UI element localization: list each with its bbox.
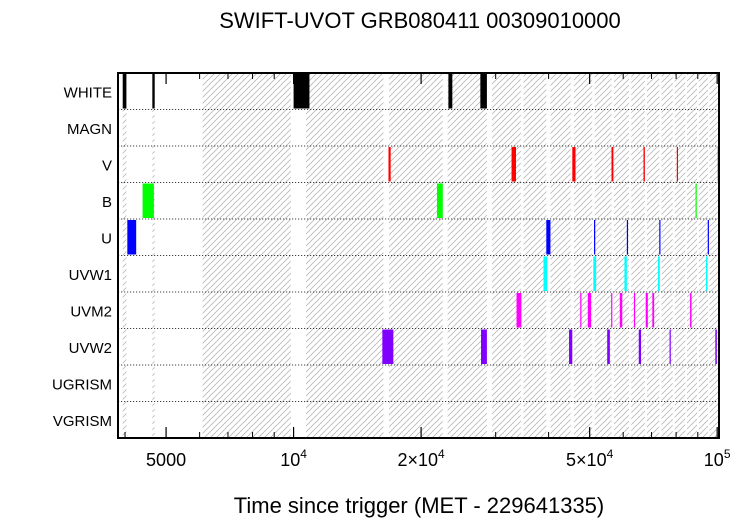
exposure-u-5	[707, 220, 709, 255]
row-label-uvm2: UVM2	[70, 303, 112, 320]
exposure-u-4	[659, 220, 661, 255]
exposure-u-2	[594, 220, 596, 255]
row-label-b: B	[102, 194, 112, 211]
x-tick-label-4: 105	[704, 447, 731, 470]
exposure-v-1	[511, 147, 516, 182]
row-label-u: U	[101, 230, 112, 247]
exposure-uvm2-4	[619, 293, 623, 328]
row-label-white: WHITE	[64, 84, 112, 101]
x-tick-label-0: 5000	[146, 450, 186, 470]
exposure-white-1	[152, 74, 155, 109]
exposure-uvw2-4	[638, 329, 642, 364]
x-tick-label-3: 5×104	[566, 447, 614, 470]
x-tick-label-2: 2×104	[397, 447, 445, 470]
visibility-window-1	[152, 73, 155, 438]
exposure-uvm2-7	[652, 293, 655, 328]
exposure-uvw1-0	[543, 256, 548, 291]
chart-title: SWIFT-UVOT GRB080411 00309010000	[219, 8, 621, 33]
exposure-uvw1-3	[658, 256, 660, 291]
plot-area: WHITE MAGN V B U UVW1 UVM2 UVW2 UGRISM VGRISM 5000…	[52, 72, 731, 470]
exposure-white-2	[293, 74, 310, 109]
exposure-uvm2-1	[580, 293, 582, 328]
visibility-window-7	[523, 73, 547, 438]
exposure-uvw2-1	[481, 329, 487, 364]
visibility-window-3	[306, 73, 384, 438]
exposure-b-2	[695, 183, 697, 218]
exposure-uvw1-2	[624, 256, 627, 291]
exposure-b-0	[142, 183, 154, 218]
visibility-window-10	[594, 73, 612, 438]
row-label-uvw1: UVW1	[69, 267, 112, 284]
exposure-uvm2-2	[587, 293, 592, 328]
exposure-uvm2-3	[611, 293, 613, 328]
exposure-v-0	[388, 147, 391, 182]
exposure-uvm2-8	[690, 293, 692, 328]
exposure-u-0	[127, 220, 137, 255]
exposure-uvw2-5	[669, 329, 671, 364]
exposure-v-2	[572, 147, 576, 182]
row-label-vgrism: VGRISM	[53, 413, 112, 430]
exposure-v-4	[643, 147, 645, 182]
exposure-v-5	[676, 147, 679, 182]
visibility-window-11	[614, 73, 629, 438]
exposure-v-3	[611, 147, 614, 182]
x-tick-label-1: 104	[280, 447, 307, 470]
exposure-white-4	[480, 74, 487, 109]
exposure-uvw2-6	[715, 329, 717, 364]
exposure-uvm2-0	[516, 293, 522, 328]
visibility-window-8	[550, 73, 571, 438]
exposure-uvw1-4	[705, 256, 708, 291]
row-label-v: V	[102, 157, 112, 174]
plot-frame	[117, 72, 720, 439]
exposure-uvm2-6	[645, 293, 648, 328]
row-label-uvw2: UVW2	[69, 340, 112, 357]
exposure-uvm2-5	[633, 293, 636, 328]
visibility-window-18	[709, 73, 719, 438]
x-axis-label: Time since trigger (MET - 229641335)	[234, 493, 605, 518]
row-label-ugrism: UGRISM	[52, 376, 112, 393]
exposure-uvw1-1	[593, 256, 597, 291]
exposure-uvw2-0	[382, 329, 394, 364]
row-label-magn: MAGN	[67, 121, 112, 138]
exposure-b-1	[436, 183, 443, 218]
exposure-uvw2-2	[569, 329, 573, 364]
exposure-white-0	[122, 74, 127, 109]
exposure-uvw2-3	[607, 329, 610, 364]
exposure-white-3	[448, 74, 453, 109]
exposure-u-1	[546, 220, 551, 255]
exposure-u-3	[626, 220, 629, 255]
